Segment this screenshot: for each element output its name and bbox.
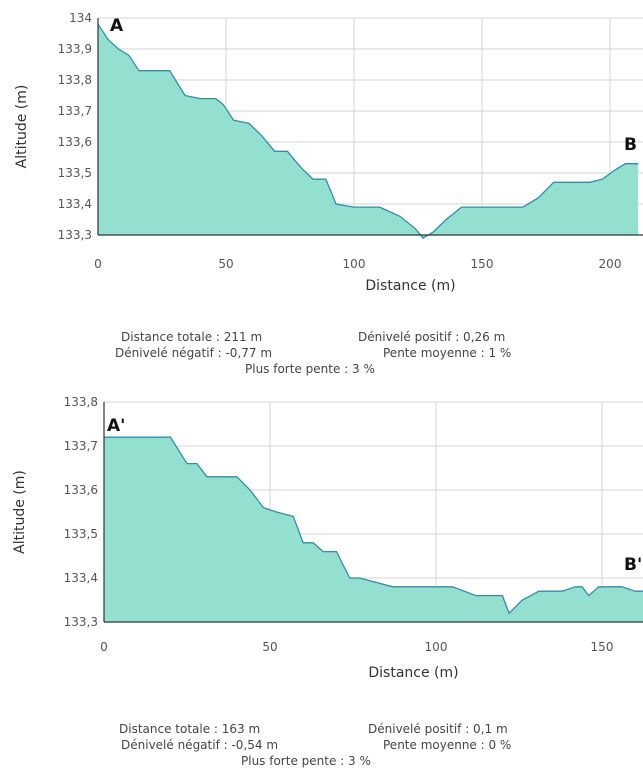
y-axis-title: Altitude (m) — [14, 85, 30, 169]
profile-end-label: B — [624, 135, 637, 155]
max-slope-2: Plus forte pente : 3 % — [241, 754, 371, 768]
y-tick-label: 133,3 — [58, 228, 92, 242]
x-tick-label: 0 — [94, 257, 102, 271]
positive-gain-2: Dénivelé positif : 0,1 m — [368, 722, 508, 736]
y-tick-label: 133,6 — [64, 483, 98, 497]
average-slope-1: Pente moyenne : 1 % — [383, 346, 512, 360]
y-tick-label: 133,4 — [58, 197, 92, 211]
average-slope-2: Pente moyenne : 0 % — [383, 738, 512, 752]
y-tick-label: 133,5 — [58, 166, 92, 180]
x-tick-label: 200 — [599, 257, 622, 271]
max-slope-1: Plus forte pente : 3 % — [245, 362, 375, 376]
x-tick-label: 50 — [262, 640, 277, 654]
elevation-chart-1: 133,3 133,4 133,5 133,6 133,7 133,8 133,9 134 0 5… — [14, 11, 643, 294]
x-tick-label: 0 — [100, 640, 108, 654]
profile-start-label: A' — [107, 416, 125, 436]
elevation-line — [97, 23, 639, 239]
x-tick-label: 50 — [218, 257, 233, 271]
y-tick-label: 133,8 — [58, 73, 92, 87]
y-tick-label: 133,3 — [64, 615, 98, 629]
elevation-area — [98, 24, 639, 239]
positive-gain-1: Dénivelé positif : 0,26 m — [358, 330, 506, 344]
x-tick-label: 100 — [425, 640, 448, 654]
elevation-line — [104, 436, 643, 615]
y-tick-label: 133,9 — [58, 42, 92, 56]
y-tick-label: 133,4 — [64, 571, 98, 585]
negative-gain-2: Dénivelé négatif : -0,54 m — [121, 738, 279, 752]
y-axis-title: Altitude (m) — [12, 470, 28, 554]
profile-end-label: B' — [624, 555, 642, 575]
y-tick-label: 133,5 — [64, 527, 98, 541]
y-tick-label: 133,8 — [64, 395, 98, 409]
negative-gain-1: Dénivelé négatif : -0,77 m — [115, 346, 273, 360]
x-tick-label: 100 — [343, 257, 366, 271]
y-tick-label: 133,7 — [58, 104, 92, 118]
elevation-area — [104, 437, 643, 622]
x-tick-label: 150 — [471, 257, 494, 271]
x-axis-title: Distance (m) — [368, 665, 458, 680]
total-distance-2: Distance totale : 163 m — [119, 722, 261, 736]
x-axis-title: Distance (m) — [365, 278, 455, 294]
total-distance-1: Distance totale : 211 m — [121, 330, 263, 344]
profile-start-label: A — [110, 16, 124, 36]
y-tick-label: 133,6 — [58, 135, 92, 149]
elevation-chart-2: 133,3 133,4 133,5 133,6 133,7 133,8 0 50 100 150 D… — [12, 395, 643, 680]
x-tick-label: 150 — [591, 640, 614, 654]
y-tick-label: 133,7 — [64, 439, 98, 453]
y-tick-label: 134 — [69, 11, 92, 25]
